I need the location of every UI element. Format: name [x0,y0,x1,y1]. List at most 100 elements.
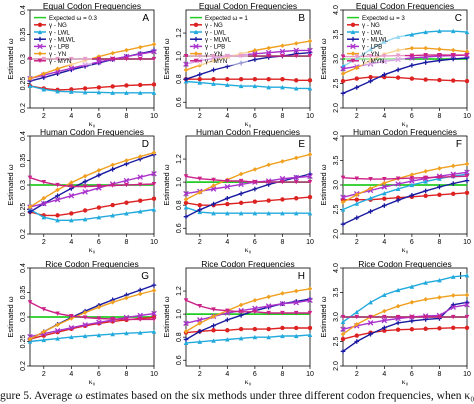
data-point [151,170,157,177]
series-ng [27,82,157,93]
panel-letter: C [455,13,462,24]
data-point [225,317,230,323]
data-point [450,56,456,62]
data-point [266,294,271,300]
data-point [265,303,272,309]
x-tick-label: 10 [463,113,471,120]
x-axis-label: κ₀ [89,245,96,254]
data-point [124,90,129,95]
legend-marker [37,58,43,64]
data-point [266,76,271,82]
legend-label: γ - LPB [49,44,69,51]
data-point [96,316,102,321]
data-point [252,54,258,59]
data-point [238,181,244,188]
data-point [183,298,189,303]
data-point [395,67,401,73]
series-yn [340,292,470,337]
data-point [210,186,217,192]
x-tick-label: 8 [124,371,128,378]
series-lwl [183,205,313,216]
data-point [354,197,359,202]
data-point [437,295,442,300]
data-point [238,83,244,89]
y-tick-label: 0.35 [20,154,27,168]
data-point [183,337,189,342]
data-point [382,325,387,331]
data-point [124,158,129,163]
data-point [110,50,115,56]
data-point [183,76,189,82]
chart-panel-i: Rice Codon Frequencies 2.0 2.5 3.0 3.5 4.0 2 4 6… [319,259,471,386]
x-tick-label: 2 [355,113,359,120]
data-point [307,332,313,337]
data-point [368,186,373,191]
data-point [409,63,415,68]
data-point [96,85,102,90]
data-point [266,162,271,168]
data-point [225,201,230,207]
data-point [368,300,373,305]
data-point [96,215,102,220]
data-point [124,211,129,216]
y-axis-label: Estimated ω [319,164,328,205]
data-point [252,180,258,185]
data-point [183,67,189,73]
y-tick-label: 2.0 [333,361,340,371]
chart-panel-g: Rice Codon Frequencies 0.2 0.25 0.3 0.35 0.4 2… [6,259,158,386]
data-point [110,84,115,89]
data-point [96,59,102,65]
data-point [381,184,388,190]
panel-title: Equal Codon Frequencies [43,1,141,11]
legend-label: γ - NG [49,22,67,29]
panel-letter: G [141,271,149,282]
data-point [354,215,360,221]
data-point [238,178,244,184]
x-axis-label: κ₀ [402,119,409,128]
y-tick-label: 0.25 [20,335,27,349]
data-point [450,47,456,53]
data-point [437,58,442,63]
data-point [82,90,88,95]
data-point [293,41,299,46]
data-point [340,207,346,212]
y-tick-label: 0.2 [20,103,27,113]
data-point [395,195,401,200]
y-axis-label: Estimated ω [162,164,171,205]
x-tick-label: 10 [463,239,471,246]
data-point [395,197,401,203]
data-point [197,339,203,344]
data-point [27,300,33,305]
data-point [266,45,271,51]
data-point [293,86,299,91]
data-point [451,78,456,83]
data-point [464,78,470,84]
y-tick-label: 0.35 [20,286,27,300]
chart-panel-c: Equal Codon Frequencies 2.0 2.5 3.0 3.5 4.0 2 4… [319,1,471,128]
data-point [27,83,33,89]
data-point [110,183,115,188]
y-axis-label: Estimated ω [6,164,15,205]
series-line [185,299,310,314]
panel-title: Human Codon Frequencies [40,127,144,137]
y-tick-label: 0.6 [176,97,183,107]
data-point [409,45,415,51]
series-line [186,78,310,82]
y-tick-label: 4.0 [333,131,340,141]
data-point [464,325,470,330]
data-point [280,291,285,296]
data-point [293,54,299,59]
data-point [307,54,313,59]
data-point [340,194,346,201]
data-point [464,292,470,298]
data-point [151,48,157,55]
data-point [266,210,271,216]
data-point [382,328,387,333]
data-point [96,172,102,178]
data-point [27,339,33,344]
data-point [110,162,115,168]
data-point [382,191,387,196]
panel-title: Rice Codon Frequencies [358,259,452,269]
